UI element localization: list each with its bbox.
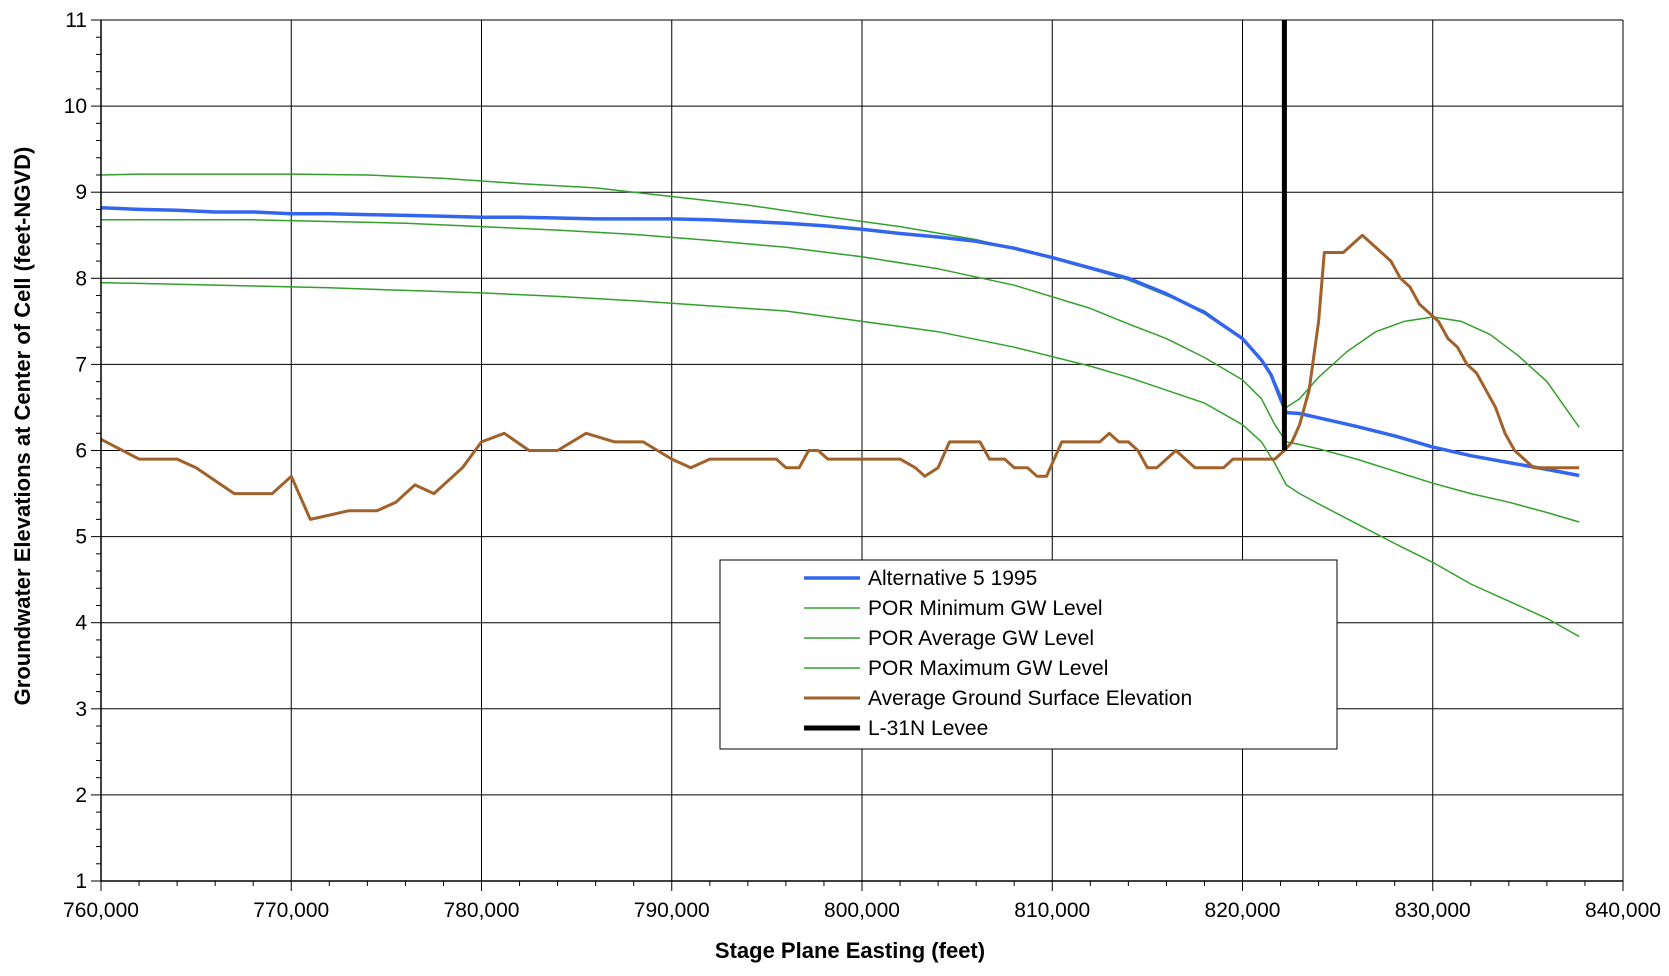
series-line-alternative-5-1995 xyxy=(100,205,1580,478)
y-tick-label: 10 xyxy=(64,95,87,118)
legend-label: POR Minimum GW Level xyxy=(868,597,1103,620)
y-tick-label: 8 xyxy=(75,267,87,290)
series-line-average-ground-surface-elevation xyxy=(100,233,1580,521)
x-tick-label: 790,000 xyxy=(634,899,710,922)
legend-label: L-31N Levee xyxy=(868,717,988,740)
x-axis-title: Stage Plane Easting (feet) xyxy=(715,938,985,963)
y-tick-label: 11 xyxy=(65,9,87,32)
legend-label: Alternative 5 1995 xyxy=(868,567,1037,590)
y-tick-label: 3 xyxy=(75,698,87,721)
series-line-por-minimum-gw-level xyxy=(100,281,1580,638)
x-tick-label: 800,000 xyxy=(824,899,900,922)
x-tick-label: 770,000 xyxy=(253,899,329,922)
legend-label: POR Average GW Level xyxy=(868,627,1094,650)
legend-label: Average Ground Surface Elevation xyxy=(868,687,1192,710)
y-tick-label: 7 xyxy=(75,353,87,376)
grid-lines xyxy=(101,19,1624,881)
x-tick-label: 780,000 xyxy=(444,899,520,922)
x-tick-label: 820,000 xyxy=(1205,899,1281,922)
y-tick-label: 2 xyxy=(75,784,87,807)
y-tick-label: 9 xyxy=(75,181,87,204)
x-tick-label: 760,000 xyxy=(63,899,139,922)
series-line-por-average-gw-level xyxy=(101,219,1580,523)
axes: 1 2 3 4 5 6 7 8 9 10 11 760,000 770,000 780,000 790,00… xyxy=(63,9,1661,922)
series-lines xyxy=(100,20,1580,638)
y-tick-label: 6 xyxy=(75,440,87,463)
x-tick-label: 810,000 xyxy=(1014,899,1090,922)
x-tick-label: 830,000 xyxy=(1395,899,1471,922)
y-axis-title: Groundwater Elevations at Center of Cell… xyxy=(10,147,35,706)
legend: Alternative 5 1995 POR Minimum GW Level PO… xyxy=(719,559,1338,750)
x-tick-label: 840,000 xyxy=(1585,899,1661,922)
legend-box xyxy=(719,559,1338,750)
y-tick-label: 4 xyxy=(75,612,87,635)
y-tick-label: 1 xyxy=(75,870,87,893)
y-tick-label: 5 xyxy=(75,526,87,549)
legend-label: POR Maximum GW Level xyxy=(868,657,1108,680)
